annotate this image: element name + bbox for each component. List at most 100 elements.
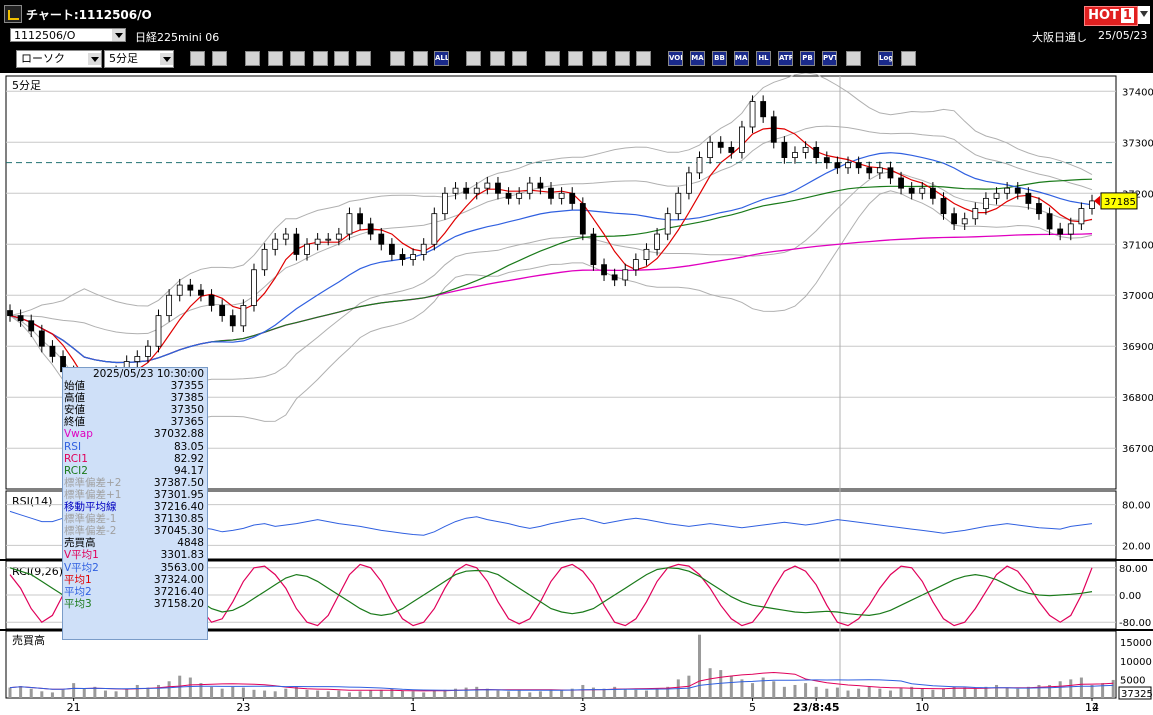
volume-bar	[888, 690, 892, 698]
vol-icon[interactable]: VOL	[668, 51, 683, 66]
pb-icon[interactable]: PB	[800, 51, 815, 66]
draw-icon[interactable]	[268, 51, 283, 66]
chart-area[interactable]: 3740037300372003710037000369003680036700…	[0, 73, 1153, 715]
cursor-icon[interactable]	[290, 51, 305, 66]
color-icon[interactable]	[512, 51, 527, 66]
candle-body	[707, 141, 714, 158]
candle-body	[240, 305, 247, 327]
box-icon[interactable]	[846, 51, 861, 66]
interval-select[interactable]: 5分足	[104, 50, 174, 68]
volume-bar	[369, 690, 373, 698]
tooltip-label: RCI1	[64, 452, 88, 465]
ma-icon[interactable]: MA	[690, 51, 705, 66]
mae-icon[interactable]: MAE	[734, 51, 749, 66]
volume-bar	[422, 692, 426, 698]
candle2-icon[interactable]	[413, 51, 428, 66]
zoom-in-icon[interactable]	[190, 51, 205, 66]
volume-bar	[941, 688, 945, 698]
volume-bar	[273, 691, 277, 698]
candle-body	[898, 177, 904, 189]
volume-bar	[443, 689, 447, 698]
rsi-panel-label: RSI(14)	[12, 495, 52, 508]
symbol-code-input[interactable]: 1112506/O	[10, 28, 126, 42]
candle-body	[325, 238, 332, 241]
candle-body	[145, 345, 151, 357]
volume-tick-label: 10000	[1120, 657, 1152, 668]
chevron-down-icon[interactable]	[160, 53, 173, 65]
tool-icon[interactable]	[490, 51, 505, 66]
bb-icon[interactable]: BB	[712, 51, 727, 66]
pvt-icon[interactable]: PVT	[822, 51, 837, 66]
candle-body	[696, 157, 703, 174]
chevron-down-icon[interactable]	[112, 29, 125, 41]
candle-body	[176, 284, 183, 296]
tooltip-row: 平均1 37324.00	[63, 574, 207, 586]
tooltip-label: 高値	[64, 392, 85, 405]
volume-bar	[644, 690, 648, 698]
candle-icon[interactable]	[390, 51, 405, 66]
marker-icon[interactable]	[615, 51, 630, 66]
tooltip-row: 標準偏差-2 37045.30	[63, 525, 207, 537]
candle-body	[134, 356, 141, 362]
symbol-bar: 1112506/O 日経225mini 06 大阪日通し 25/05/23	[0, 27, 1153, 45]
symbol-code-value: 1112506/O	[14, 29, 76, 42]
volume-bar	[910, 686, 914, 698]
volume-bar	[114, 691, 118, 698]
search-icon[interactable]	[568, 51, 583, 66]
tooltip-row: 標準偏差+1 37301.95	[63, 489, 207, 501]
volume-bar	[337, 690, 341, 698]
volume-bar	[740, 679, 744, 698]
candle-body	[198, 289, 204, 296]
candle-body	[654, 233, 660, 250]
arrow-icon[interactable]	[313, 51, 328, 66]
chevron-down-icon[interactable]	[88, 53, 101, 65]
candle-body	[272, 238, 279, 250]
candle-body	[611, 274, 618, 281]
log-icon[interactable]: Log	[878, 51, 893, 66]
volume-bar	[655, 688, 659, 698]
volume-bar	[93, 686, 97, 698]
table-icon[interactable]	[592, 51, 607, 66]
hl-icon[interactable]: HL	[756, 51, 771, 66]
blank-icon[interactable]	[636, 51, 651, 66]
pen-icon[interactable]	[245, 51, 260, 66]
candle-body	[770, 116, 777, 143]
tooltip-value: 37355	[170, 380, 204, 393]
candle-body	[431, 213, 438, 245]
volume-bar	[602, 688, 606, 698]
rci-tick-label: 0.00	[1119, 591, 1141, 602]
note-icon[interactable]	[334, 51, 349, 66]
window-icon[interactable]	[212, 51, 227, 66]
tooltip-label: 標準偏差+1	[64, 488, 122, 501]
volume-bar	[931, 689, 935, 698]
delete-icon[interactable]	[356, 51, 371, 66]
window2-icon[interactable]	[901, 51, 916, 66]
tooltip-label: V平均1	[64, 549, 99, 562]
settings-icon[interactable]	[466, 51, 481, 66]
candle-body	[537, 182, 544, 189]
hot-button[interactable]: HOT 1	[1084, 6, 1138, 26]
candle-body	[717, 141, 724, 148]
tooltip-row: RCI1 82.92	[63, 453, 207, 465]
candle-body	[622, 269, 629, 281]
volume-bar	[72, 683, 76, 698]
volume-bar	[835, 687, 839, 698]
candle-body	[983, 197, 989, 209]
volume-bar	[814, 686, 818, 698]
tooltip-value: 37385	[170, 392, 204, 405]
volume-bar	[316, 690, 320, 698]
all-icon[interactable]: ALL	[434, 51, 449, 66]
volume-bar	[528, 692, 532, 698]
x-axis-tick-label: 12	[1085, 701, 1099, 714]
volume-bar	[751, 683, 755, 698]
volume-bar	[666, 686, 670, 698]
chart-svg[interactable]: 3740037300372003710037000369003680036700…	[0, 73, 1153, 715]
tooltip-row: RSI 83.05	[63, 441, 207, 453]
atr-icon[interactable]: ATR	[778, 51, 793, 66]
window-menu-icon[interactable]	[1138, 6, 1150, 24]
tooltip-label: RSI	[64, 440, 82, 453]
candle-body	[601, 264, 607, 276]
chart-type-select[interactable]: ローソク	[16, 50, 102, 68]
candle-body	[293, 233, 300, 255]
print-icon[interactable]	[545, 51, 560, 66]
